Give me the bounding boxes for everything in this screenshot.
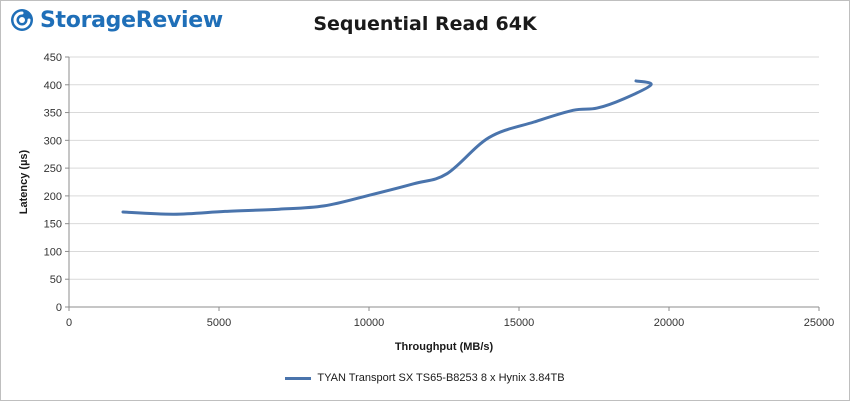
y-tick-label: 50	[50, 274, 62, 286]
x-tick-label: 5000	[207, 317, 231, 329]
y-tick-label: 400	[44, 80, 62, 92]
y-tick-label: 0	[56, 302, 62, 314]
y-tick-label: 250	[44, 163, 62, 175]
y-tick-label: 450	[44, 52, 62, 64]
series-lines	[121, 79, 653, 216]
y-tick-label: 200	[44, 191, 62, 203]
x-tick-label: 0	[66, 317, 72, 329]
storagereview-logo-icon	[11, 9, 33, 31]
y-tick-label: 350	[44, 108, 62, 120]
x-tick-label: 20000	[654, 317, 685, 329]
x-tick-label: 25000	[804, 317, 835, 329]
legend-label: TYAN Transport SX TS65-B8253 8 x Hynix 3…	[317, 372, 565, 384]
gridlines	[69, 56, 819, 280]
x-tick-label: 15000	[504, 317, 535, 329]
x-tick-label: 10000	[354, 317, 385, 329]
series-line	[121, 79, 653, 216]
y-tick-labels: 0 50 100 150 200 250 300 350 400 450	[44, 52, 62, 314]
axes	[65, 56, 820, 311]
y-tick-label: 300	[44, 135, 62, 147]
x-axis-label: Throughput (MB/s)	[395, 341, 494, 353]
y-tick-label: 150	[44, 219, 62, 231]
y-axis-label: Latency (µs)	[18, 149, 30, 214]
x-tick-labels: 0 5000 10000 15000 20000 25000	[66, 317, 834, 329]
chart-title: Sequential Read 64K	[313, 13, 537, 35]
brand-name: StorageReview	[40, 7, 223, 33]
storagereview-logo: StorageReview	[10, 7, 223, 33]
legend-swatch	[285, 376, 312, 380]
y-tick-label: 100	[44, 246, 62, 258]
legend: TYAN Transport SX TS65-B8253 8 x Hynix 3…	[1, 372, 849, 384]
